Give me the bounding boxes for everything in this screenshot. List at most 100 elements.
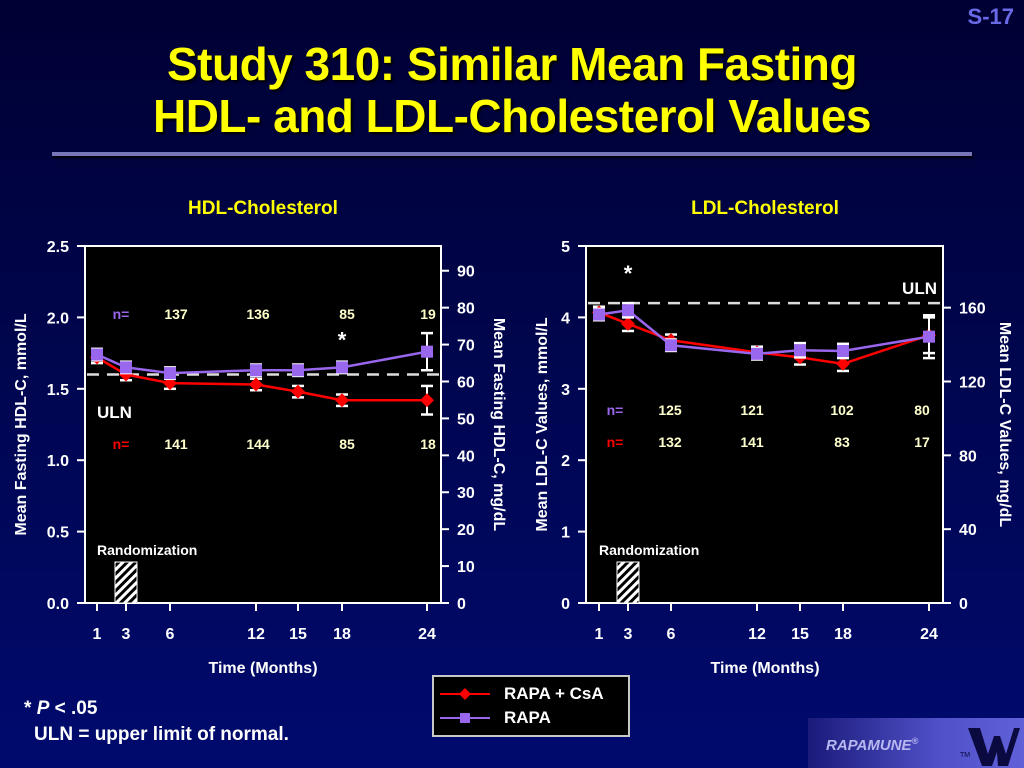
legend-label: RAPA <box>504 708 551 727</box>
hdl-x-tick-label: 1 <box>93 626 102 643</box>
brand-name: RAPAMUNE® <box>826 736 919 754</box>
ldl-n-value: 121 <box>740 402 764 418</box>
company-w-logo-icon <box>968 728 1020 766</box>
ldl-n-value: 83 <box>834 434 850 450</box>
ldl-y-tick-label: 0 <box>561 596 570 613</box>
significance-note: * P < .05 <box>24 698 98 719</box>
hdl-x-tick-label: 24 <box>418 626 436 643</box>
hdl-n-label: n= <box>113 306 130 322</box>
hdl-x-tick-label: 18 <box>333 626 351 643</box>
square-marker-icon <box>440 713 490 723</box>
ldl-point-rapa <box>751 347 763 360</box>
hdl-y-right-axis-label: Mean Fasting HDL-C, mg/dL <box>490 318 507 532</box>
ldl-x-tick-label: 15 <box>791 626 809 643</box>
ldl-n-value: 17 <box>914 434 930 450</box>
hdl-point-rapa <box>120 361 132 374</box>
ldl-x-tick-label: 3 <box>624 626 633 643</box>
ldl-y-right-tick-label: 160 <box>959 301 986 318</box>
brand-logo: RAPAMUNE® TM <box>808 718 1024 768</box>
ldl-significance-star: * <box>624 261 633 286</box>
footnote: * P < .05 ULN = upper limit of normal. <box>24 696 289 748</box>
hdl-y-right-tick-label: 50 <box>457 411 475 428</box>
ldl-n-value: 80 <box>914 402 930 418</box>
ldl-y-tick-label: 5 <box>561 239 570 256</box>
hdl-y-tick-label: 0.0 <box>47 596 69 613</box>
hdl-y-right-tick-label: 30 <box>457 485 475 502</box>
hdl-randomization-bar <box>114 561 138 604</box>
ldl-point-rapa <box>837 344 849 357</box>
uln-note: ULN = upper limit of normal. <box>34 724 289 745</box>
hdl-n-value: 137 <box>164 306 188 322</box>
legend-item-rapa: RAPA <box>440 707 551 729</box>
ldl-point-rapa <box>622 304 634 317</box>
hdl-n-value: 136 <box>246 306 270 322</box>
ldl-n-label: n= <box>607 402 624 418</box>
ldl-y-axis-label: Mean LDL-C Values, mmol/L <box>534 317 551 531</box>
hdl-x-tick-label: 3 <box>122 626 131 643</box>
slide-title: Study 310: Similar Mean Fasting HDL- and… <box>0 38 1024 142</box>
hdl-x-tick-label: 6 <box>166 626 175 643</box>
trademark-mark: TM <box>960 752 971 759</box>
hdl-y-right-tick-label: 0 <box>457 596 466 613</box>
ldl-point-rapa <box>593 308 605 321</box>
ldl-plot-area <box>585 245 944 604</box>
hdl-y-right-tick-label: 10 <box>457 559 475 576</box>
hdl-point-rapa <box>250 364 262 377</box>
ldl-y-tick-label: 1 <box>561 525 570 542</box>
hdl-randomization-label: Randomization <box>97 542 197 558</box>
ldl-point-rapa-csa <box>836 356 850 371</box>
hdl-y-tick-label: 2.0 <box>47 310 69 327</box>
ldl-y-right-tick-label: 120 <box>959 374 986 391</box>
ldl-x-tick-label: 12 <box>748 626 766 643</box>
ldl-y-tick-label: 2 <box>561 453 570 470</box>
hdl-y-right-tick-label: 80 <box>457 301 475 318</box>
ldl-n-value: 125 <box>658 402 682 418</box>
ldl-chart-title: LDL-Cholesterol <box>691 198 839 219</box>
legend-label: RAPA + CsA <box>504 684 604 703</box>
ldl-y-tick-label: 4 <box>561 310 570 327</box>
ldl-x-tick-label: 24 <box>920 626 938 643</box>
ldl-point-rapa <box>923 330 935 343</box>
ldl-randomization-label: Randomization <box>599 542 699 558</box>
hdl-point-rapa <box>421 345 433 358</box>
ldl-randomization-bar <box>616 561 640 604</box>
hdl-n-value: 19 <box>420 306 436 322</box>
hdl-n-value: 85 <box>339 436 355 452</box>
ldl-point-rapa <box>794 344 806 357</box>
ldl-uln-label: ULN <box>902 279 937 298</box>
hdl-y-right-tick-label: 90 <box>457 264 475 281</box>
ldl-y-right-axis-label: Mean LDL-C Values, mg/dL <box>996 322 1013 528</box>
ldl-x-tick-label: 1 <box>595 626 604 643</box>
hdl-y-right-tick-label: 60 <box>457 374 475 391</box>
ldl-x-tick-label: 6 <box>667 626 676 643</box>
diamond-marker-icon <box>440 688 490 700</box>
hdl-significance-star: * <box>338 328 347 353</box>
hdl-n-value: 18 <box>420 436 436 452</box>
hdl-point-rapa <box>336 361 348 374</box>
ldl-y-right-tick-label: 0 <box>959 596 968 613</box>
hdl-n-value: 85 <box>339 306 355 322</box>
hdl-point-rapa <box>91 348 103 361</box>
hdl-y-right-tick-label: 70 <box>457 338 475 355</box>
hdl-n-label: n= <box>113 436 130 452</box>
hdl-point-rapa-csa <box>249 377 263 392</box>
title-divider <box>52 152 972 156</box>
hdl-y-tick-label: 0.5 <box>47 525 69 542</box>
legend: RAPA + CsA RAPA <box>432 675 630 737</box>
hdl-y-right-tick-label: 20 <box>457 522 475 539</box>
hdl-uln-label: ULN <box>97 403 132 422</box>
legend-item-rapa-csa: RAPA + CsA <box>440 683 604 705</box>
title-line-2: HDL- and LDL-Cholesterol Values <box>152 90 872 142</box>
hdl-point-rapa-csa <box>335 393 349 408</box>
hdl-plot-area <box>84 245 442 604</box>
hdl-point-rapa-csa <box>420 393 434 408</box>
ldl-point-rapa <box>665 339 677 352</box>
ldl-y-right-tick-label: 80 <box>959 448 977 465</box>
hdl-y-tick-label: 1.0 <box>47 453 69 470</box>
ldl-point-rapa-csa <box>621 316 635 331</box>
hdl-x-tick-label: 12 <box>247 626 265 643</box>
hdl-n-value: 144 <box>246 436 270 452</box>
hdl-y-axis-label: Mean Fasting HDL-C, mmol/L <box>13 313 30 535</box>
ldl-y-right-tick-label: 40 <box>959 522 977 539</box>
